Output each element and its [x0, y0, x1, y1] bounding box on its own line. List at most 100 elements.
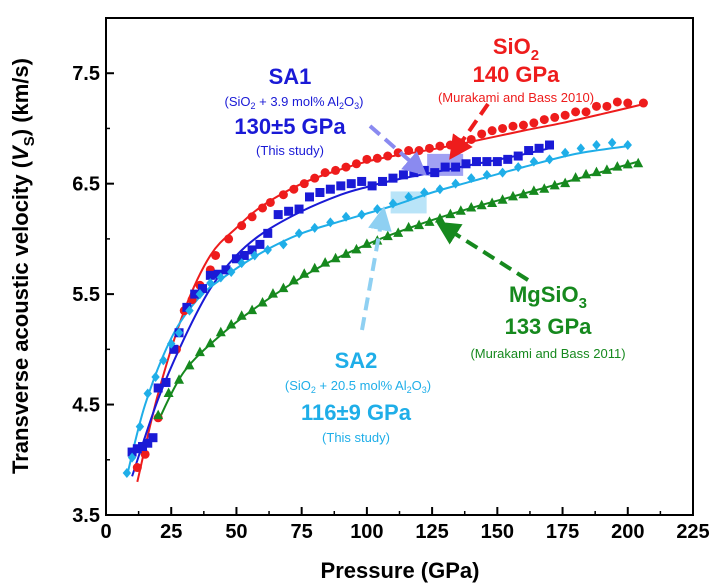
sa2-title: SA2 [335, 348, 378, 373]
point-sa2 [607, 137, 617, 148]
point-mgsio3 [591, 166, 602, 177]
sa2-reference: (This study) [322, 430, 390, 445]
point-sa1 [503, 154, 513, 164]
point-mgsio3 [434, 213, 445, 223]
point-sio2 [571, 107, 581, 117]
fit-curve-sa1 [131, 147, 550, 477]
point-sa2 [341, 211, 351, 222]
y-tick-label: 3.5 [72, 505, 100, 527]
point-sa1 [378, 176, 388, 186]
point-sa2 [623, 140, 632, 151]
point-mgsio3 [174, 374, 185, 384]
point-sa1 [138, 442, 148, 452]
point-sa1 [325, 184, 335, 194]
point-sio2 [341, 162, 351, 172]
point-sa2 [420, 187, 429, 198]
point-sa1 [409, 168, 419, 178]
point-sa1 [482, 157, 492, 167]
point-mgsio3 [278, 282, 289, 293]
point-sa1 [182, 302, 192, 312]
point-sa2 [435, 184, 445, 195]
point-sa1 [294, 204, 304, 214]
y-tick-label: 4.5 [72, 395, 100, 417]
point-sio2 [299, 179, 309, 189]
point-sa1 [273, 210, 283, 220]
sa1-reference: (This study) [256, 143, 324, 158]
y-tick-label: 6.5 [72, 174, 100, 196]
axis-ticks [105, 72, 694, 516]
point-sio2 [508, 121, 518, 131]
point-sa2 [310, 222, 319, 233]
point-sio2 [623, 98, 633, 108]
point-sio2 [550, 112, 560, 122]
sio2-title: SiO2 [493, 34, 539, 64]
point-sio2 [310, 173, 320, 183]
point-sa1 [161, 377, 171, 387]
point-sio2 [331, 165, 341, 175]
point-mgsio3 [466, 201, 477, 212]
x-tick-label: 75 [291, 521, 313, 543]
point-sa2 [143, 388, 152, 399]
point-sa2 [263, 244, 272, 255]
point-sa2 [592, 140, 601, 151]
point-sa2 [206, 278, 215, 289]
point-mgsio3 [351, 243, 362, 254]
point-sio2 [258, 203, 268, 213]
point-mgsio3 [549, 179, 560, 190]
mgsio3-arrow [435, 221, 530, 282]
point-sio2 [211, 250, 221, 260]
mgsio3-title: MgSiO3 [509, 282, 587, 312]
point-sa1 [255, 239, 265, 249]
y-axis-label: Transverse acoustic velocity (VS) (km/s) [8, 58, 38, 474]
point-sa1 [205, 270, 215, 280]
point-sio2 [539, 115, 549, 125]
point-mgsio3 [497, 194, 508, 204]
point-sa2 [135, 421, 145, 432]
point-sio2 [247, 212, 257, 222]
x-tick-labels: 0 25 50 75 100 125 150 175 200 225 [100, 521, 709, 543]
sa2-modulus: 116±9 GPa [301, 400, 412, 425]
point-mgsio3 [507, 190, 518, 201]
point-sa2 [227, 267, 236, 278]
fit-curve-sa2 [125, 145, 628, 477]
point-sa2 [451, 178, 460, 189]
point-sio2 [487, 126, 497, 136]
point-mgsio3 [341, 248, 352, 258]
point-mgsio3 [361, 238, 372, 248]
point-sa1 [284, 206, 294, 216]
x-tick-label: 125 [415, 521, 448, 543]
point-mgsio3 [330, 252, 341, 263]
point-sa1 [357, 176, 367, 186]
point-mgsio3 [247, 304, 258, 315]
x-tick-label: 0 [100, 521, 111, 543]
point-mgsio3 [320, 257, 331, 267]
point-sa1 [143, 438, 153, 448]
x-tick-label: 175 [546, 521, 579, 543]
x-tick-label: 100 [350, 521, 383, 543]
point-sa2 [498, 167, 507, 178]
point-sa1 [440, 162, 450, 172]
point-sio2 [132, 463, 142, 473]
point-sa2 [294, 228, 304, 239]
plot-frame [105, 17, 694, 516]
point-sa2 [127, 452, 137, 463]
point-mgsio3 [153, 409, 164, 420]
point-sio2 [591, 101, 601, 111]
point-sa1 [398, 170, 408, 180]
point-sio2 [237, 221, 247, 231]
point-mgsio3 [194, 346, 205, 357]
point-sa2 [467, 173, 476, 184]
point-mgsio3 [539, 183, 550, 193]
point-sa1 [545, 140, 555, 150]
sa2-arrow [360, 206, 392, 331]
point-mgsio3 [570, 172, 581, 182]
point-mgsio3 [424, 216, 435, 226]
point-sio2 [466, 134, 476, 144]
point-sa2 [174, 327, 184, 338]
point-sa1 [367, 181, 377, 191]
x-tick-label: 150 [481, 521, 514, 543]
point-sa1 [471, 157, 481, 167]
mgsio3-reference: (Murakami and Bass 2011) [470, 346, 625, 361]
point-mgsio3 [403, 221, 414, 232]
sio2-arrow [449, 102, 490, 160]
